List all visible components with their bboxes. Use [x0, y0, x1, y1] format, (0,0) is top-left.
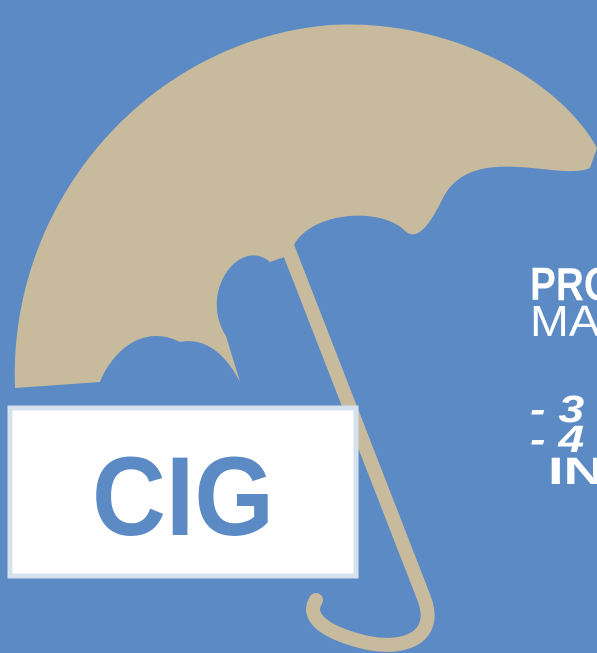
- headline-line2: MA: [530, 297, 597, 346]
- logo-text: CIG: [92, 434, 274, 559]
- poster: CIG PRO MA - 3 I - 4 I IN: [0, 0, 597, 653]
- bullet: IN: [548, 451, 597, 493]
- page: CIG PRO MA - 3 I - 4 I IN (() => { const…: [0, 0, 597, 653]
